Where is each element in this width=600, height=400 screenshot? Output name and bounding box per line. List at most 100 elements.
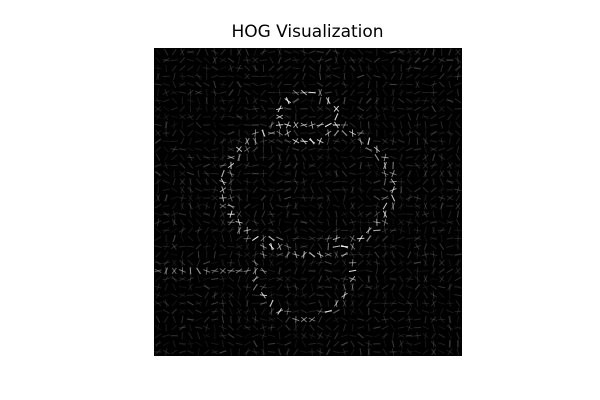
hog-gradient-stroke	[349, 163, 356, 168]
hog-gradient-stroke	[405, 163, 413, 168]
hog-gradient-stroke	[422, 220, 430, 225]
hog-gradient-stroke	[438, 139, 446, 143]
hog-gradient-stroke	[316, 252, 324, 257]
hog-gradient-stroke	[203, 316, 210, 323]
hog-gradient-stroke	[439, 73, 445, 80]
hog-gradient-stroke	[221, 275, 225, 283]
hog-gradient-stroke	[197, 332, 201, 340]
hog-gradient-stroke	[189, 178, 192, 186]
hog-gradient-stroke	[189, 88, 192, 97]
hog-gradient-stroke	[373, 195, 381, 201]
hog-gradient-stroke	[235, 163, 243, 168]
hog-gradient-stroke	[422, 349, 429, 355]
hog-gradient-stroke	[211, 195, 218, 201]
hog-gradient-stroke	[278, 194, 281, 202]
hog-gradient-stroke	[300, 123, 308, 127]
hog-gradient-stroke	[238, 226, 240, 235]
hog-gradient-stroke	[170, 196, 178, 200]
hog-gradient-stroke	[180, 202, 185, 210]
hog-gradient-stroke	[154, 212, 162, 216]
hog-gradient-stroke	[194, 326, 203, 329]
hog-gradient-stroke	[245, 218, 250, 226]
hog-gradient-stroke	[301, 267, 307, 275]
hog-gradient-stroke	[348, 220, 357, 224]
hog-gradient-stroke	[332, 67, 341, 70]
hog-gradient-stroke	[375, 291, 378, 299]
hog-gradient-stroke	[342, 170, 347, 177]
hog-gradient-stroke	[196, 267, 201, 275]
hog-gradient-stroke	[195, 300, 202, 307]
hog-gradient-stroke	[213, 48, 217, 56]
hog-gradient-stroke	[432, 259, 435, 267]
hog-gradient-stroke	[440, 210, 443, 218]
hog-gradient-stroke	[294, 161, 298, 170]
hog-gradient-stroke	[397, 236, 405, 241]
hog-gradient-stroke	[397, 107, 405, 110]
hog-gradient-stroke	[292, 59, 300, 62]
hog-gradient-stroke	[341, 259, 347, 267]
hog-gradient-stroke	[284, 244, 292, 249]
hog-gradient-stroke	[268, 220, 276, 225]
hog-gradient-stroke	[251, 228, 259, 233]
hog-gradient-stroke	[171, 187, 178, 193]
hog-gradient-stroke	[349, 243, 356, 250]
hog-gradient-stroke	[415, 243, 420, 251]
hog-gradient-stroke	[259, 285, 268, 289]
hog-gradient-stroke	[179, 308, 186, 315]
hog-gradient-stroke	[245, 186, 249, 194]
hog-gradient-stroke	[154, 293, 162, 298]
hog-gradient-stroke	[277, 105, 282, 113]
hog-gradient-stroke	[221, 315, 225, 324]
hog-gradient-stroke	[213, 251, 216, 259]
hog-gradient-stroke	[406, 259, 412, 267]
hog-gradient-stroke	[438, 58, 446, 63]
hog-gradient-stroke	[245, 299, 249, 307]
hog-gradient-stroke	[317, 235, 324, 242]
hog-gradient-stroke	[162, 188, 170, 192]
hog-gradient-stroke	[326, 137, 330, 145]
hog-gradient-stroke	[342, 323, 346, 332]
hog-gradient-stroke	[187, 308, 194, 315]
hog-gradient-stroke	[375, 202, 379, 210]
hog-gradient-stroke	[397, 244, 405, 249]
hog-gradient-stroke	[227, 245, 235, 248]
hog-gradient-stroke	[178, 293, 186, 297]
hog-gradient-stroke	[179, 162, 186, 169]
hog-gradient-stroke	[229, 105, 233, 113]
hog-gradient-stroke	[285, 316, 291, 323]
hog-gradient-stroke	[286, 242, 290, 251]
hog-gradient-stroke	[254, 129, 257, 137]
hog-gradient-stroke	[446, 245, 454, 248]
hog-gradient-stroke	[431, 105, 436, 113]
hog-gradient-stroke	[300, 276, 308, 282]
hog-gradient-stroke	[325, 324, 332, 331]
hog-gradient-stroke	[181, 332, 184, 340]
hog-gradient-stroke	[333, 146, 340, 152]
hog-gradient-stroke	[399, 259, 403, 267]
hog-gradient-stroke	[187, 194, 194, 202]
hog-gradient-stroke	[186, 50, 195, 54]
hog-gradient-stroke	[397, 236, 405, 241]
hog-gradient-stroke	[397, 333, 405, 338]
hog-gradient-stroke	[162, 220, 170, 224]
hog-gradient-stroke	[205, 88, 208, 97]
hog-gradient-stroke	[399, 129, 404, 137]
hog-gradient-stroke	[261, 210, 266, 218]
hog-gradient-stroke	[324, 155, 332, 160]
hog-gradient-stroke	[318, 202, 323, 210]
hog-gradient-stroke	[219, 122, 227, 128]
hog-gradient-stroke	[389, 50, 397, 54]
hog-gradient-stroke	[154, 245, 162, 248]
hog-gradient-stroke	[389, 302, 397, 305]
hog-gradient-stroke	[351, 242, 355, 251]
hog-gradient-stroke	[383, 113, 387, 121]
hog-gradient-stroke	[325, 316, 332, 323]
hog-gradient-stroke	[340, 350, 349, 354]
hog-gradient-stroke	[284, 221, 292, 224]
hog-gradient-stroke	[238, 202, 241, 210]
hog-gradient-stroke	[397, 50, 405, 54]
hog-gradient-stroke	[413, 196, 422, 200]
hog-gradient-stroke	[317, 106, 324, 112]
hog-gradient-stroke	[155, 138, 162, 145]
